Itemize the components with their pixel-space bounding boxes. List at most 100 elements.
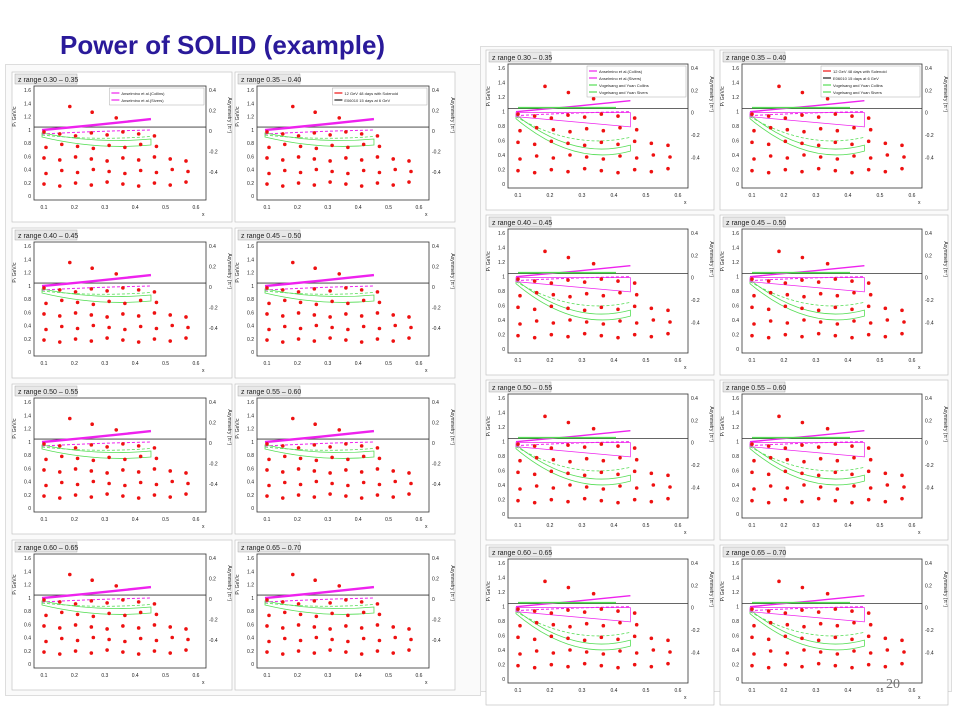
- data-point: [850, 335, 854, 340]
- data-point: [312, 625, 317, 629]
- collins-curve: [515, 594, 631, 608]
- data-point: [280, 158, 285, 162]
- data-point: [833, 305, 838, 310]
- data-point: [168, 183, 173, 187]
- x-tick-label: 0.3: [813, 523, 820, 529]
- data-point: [391, 339, 396, 343]
- data-point: [750, 607, 754, 611]
- left-tick-label: 1.4: [498, 81, 505, 87]
- data-point: [59, 298, 64, 303]
- left-tick-label: 1: [251, 284, 254, 290]
- data-point: [534, 290, 539, 295]
- collins-curve: [515, 429, 631, 443]
- legend-item: Anselmino et al.(Sivers): [599, 76, 642, 81]
- data-point: [549, 446, 554, 450]
- legend-item: Anselmino et al.(Collins): [599, 69, 643, 74]
- data-point: [835, 652, 840, 656]
- left-tick-label: 0.6: [498, 304, 505, 310]
- collins-curve: [515, 99, 631, 113]
- data-point: [59, 610, 64, 615]
- right-tick-label: -0.2: [925, 298, 934, 304]
- data-point: [866, 611, 871, 615]
- left-tick-label: 0: [28, 194, 31, 200]
- y-left-axis-label: Pₜ GeV/c: [720, 251, 726, 272]
- left-tick-label: 0.8: [247, 609, 254, 615]
- x-tick-label: 0.1: [749, 688, 756, 694]
- data-point: [816, 638, 821, 643]
- right-tick-label: -0.4: [432, 638, 441, 644]
- data-point: [516, 470, 520, 475]
- plot-frame: [256, 241, 430, 357]
- data-point: [265, 312, 269, 316]
- right-tick-label: -0.4: [209, 638, 218, 644]
- collins-curve: [749, 99, 865, 113]
- right-tick-label: 0.4: [209, 88, 216, 94]
- x-tick-label: 0.2: [547, 523, 554, 529]
- data-point: [516, 333, 520, 338]
- data-point: [900, 143, 904, 148]
- right-tick-label: -0.4: [209, 482, 218, 488]
- data-point: [280, 288, 285, 292]
- data-point: [902, 320, 906, 324]
- data-point: [89, 599, 94, 603]
- plot-frame: [507, 558, 689, 684]
- data-point: [337, 428, 342, 432]
- data-point: [532, 142, 537, 147]
- legend-box: [820, 65, 921, 98]
- sivers-curve: [515, 276, 631, 282]
- data-point: [818, 650, 823, 654]
- data-point: [618, 620, 622, 625]
- plot-title: z range 0.65 – 0.70: [241, 545, 301, 552]
- data-point: [121, 286, 125, 290]
- left-tick-label: 1.2: [247, 271, 254, 277]
- left-tick-label: 1.2: [498, 425, 505, 431]
- left-tick-label: 0: [28, 350, 31, 356]
- data-point: [337, 584, 342, 588]
- data-point: [785, 127, 790, 132]
- collins-curve: [264, 117, 375, 132]
- right-tick-label: 0.2: [432, 109, 439, 115]
- x-tick-label: 0.5: [385, 517, 392, 523]
- data-point: [105, 471, 109, 475]
- right-tick-label: 0.2: [691, 418, 698, 424]
- data-point: [265, 598, 269, 602]
- left-tick-label: 0.6: [732, 304, 739, 310]
- data-point: [833, 333, 838, 338]
- data-point: [313, 110, 317, 115]
- data-point: [668, 320, 672, 324]
- y-right-axis-label: Asymmetry (π⁺): [449, 565, 455, 601]
- data-point: [391, 183, 396, 187]
- data-point: [866, 662, 871, 667]
- data-point: [57, 626, 62, 630]
- left-tick-label: 1.2: [24, 115, 31, 121]
- data-point: [107, 481, 111, 486]
- vy-sivers-curve: [515, 611, 631, 637]
- data-point: [337, 116, 342, 120]
- data-point: [902, 155, 906, 159]
- data-point: [833, 470, 838, 475]
- vy-collins-band: [264, 444, 375, 459]
- data-point: [649, 471, 654, 476]
- data-point: [649, 664, 654, 669]
- sivers-curve: [515, 111, 631, 117]
- data-point: [184, 627, 188, 631]
- data-point: [298, 170, 303, 175]
- data-point: [582, 166, 587, 171]
- right-tick-label: 0.4: [691, 66, 698, 72]
- plot-title: z range 0.30 – 0.35: [18, 77, 78, 84]
- data-point: [816, 143, 821, 148]
- plot-title: z range 0.50 – 0.55: [18, 389, 78, 396]
- data-point: [800, 278, 804, 282]
- data-point: [850, 279, 854, 283]
- data-point: [632, 116, 637, 120]
- data-point: [816, 308, 821, 313]
- left-tick-label: 1: [251, 128, 254, 134]
- data-point: [375, 155, 380, 159]
- right-tick-label: 0: [925, 111, 928, 117]
- plot-2: z range 0.40 – 0.45 1.6 1.4 1.2 1 0.8 0.6 0.4 0.…: [11, 227, 233, 379]
- data-point: [44, 457, 48, 462]
- data-point: [783, 611, 788, 615]
- data-point: [168, 339, 173, 343]
- x-tick-label: 0.5: [643, 688, 650, 694]
- data-point: [265, 624, 269, 628]
